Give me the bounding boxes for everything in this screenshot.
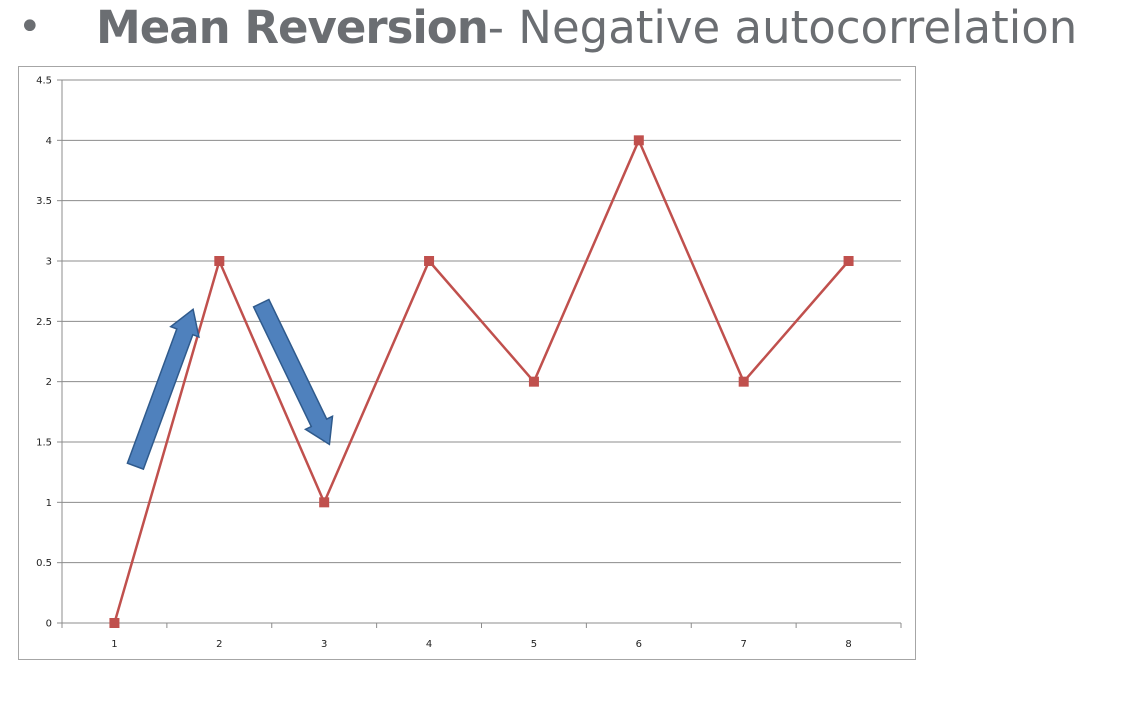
x-tick-label: 4	[426, 639, 432, 650]
data-point	[214, 256, 225, 266]
series-layer	[109, 135, 854, 628]
x-tick-label: 7	[741, 639, 747, 650]
line-chart: 0 0.5 1 1.5 2 2.5 3 3.5 4 4.5 1 2 3 4 5 6 7 8	[36, 76, 902, 650]
x-tick-label: 8	[845, 639, 851, 650]
y-tick-label: 3.5	[36, 196, 52, 207]
axes	[57, 79, 902, 628]
data-point	[528, 376, 539, 387]
data-point	[738, 376, 749, 387]
series-line	[113, 137, 850, 624]
y-tick-label: 1.5	[36, 438, 52, 449]
x-tick-label: 5	[531, 639, 537, 650]
y-tick-label: 0	[46, 619, 52, 630]
y-tick-labels: 0 0.5 1 1.5 2 2.5 3 3.5 4 4.5	[36, 76, 52, 630]
data-point	[843, 256, 854, 266]
x-tick-label: 1	[111, 639, 117, 650]
y-tick-label: 2.5	[36, 317, 52, 328]
arrow-down-icon	[252, 298, 334, 446]
y-tick-label: 4.5	[36, 76, 52, 87]
y-tick-label: 1	[46, 498, 52, 509]
x-tick-label: 2	[216, 639, 222, 650]
x-tick-label: 3	[321, 639, 327, 650]
y-tick-label: 3	[46, 257, 52, 268]
title-bold-text: Mean Reversion	[96, 0, 489, 54]
data-point	[319, 497, 330, 508]
data-point	[424, 256, 435, 266]
chart-frame: 0 0.5 1 1.5 2 2.5 3 3.5 4 4.5 1 2 3 4 5 6 7 8	[18, 66, 916, 660]
title-rest-text: - Negative autocorrelation	[487, 0, 1078, 54]
annotation-arrows	[126, 298, 334, 471]
slide-title: • Mean Reversion - Negative autocorrelat…	[18, 0, 1077, 58]
data-point	[633, 135, 644, 146]
arrow-up-icon	[126, 307, 200, 471]
y-tick-label: 4	[46, 136, 52, 147]
data-point	[109, 618, 120, 628]
y-tick-label: 2	[46, 377, 52, 388]
y-tick-label: 0.5	[36, 558, 52, 569]
x-tick-labels: 1 2 3 4 5 6 7 8	[111, 639, 852, 650]
x-tick-label: 6	[636, 639, 642, 650]
bullet-point: •	[18, 4, 42, 50]
